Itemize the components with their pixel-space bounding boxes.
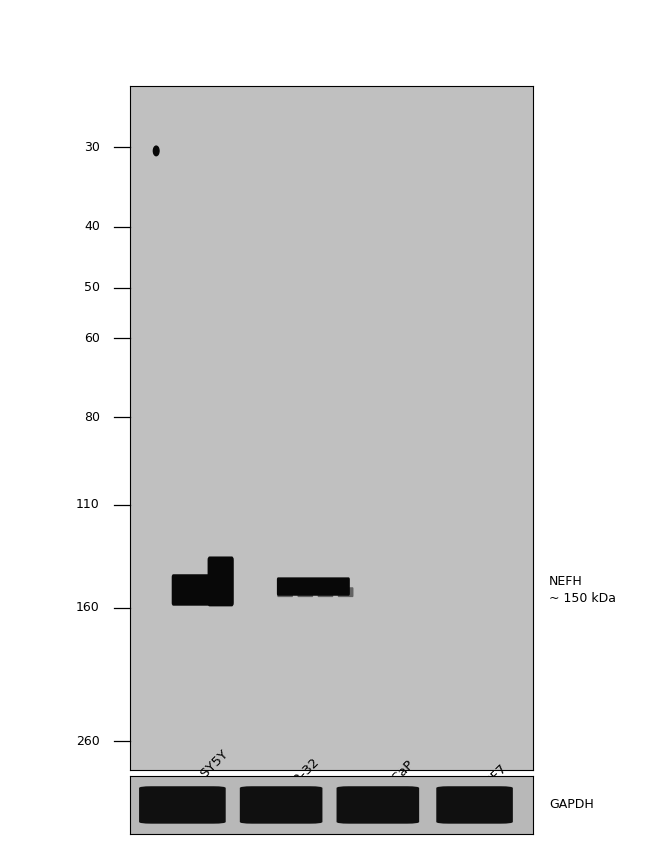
FancyBboxPatch shape: [338, 587, 354, 597]
Text: 260: 260: [76, 734, 100, 747]
Text: GAPDH: GAPDH: [549, 798, 594, 812]
FancyBboxPatch shape: [337, 786, 419, 824]
Text: 30: 30: [84, 141, 100, 154]
Text: 160: 160: [76, 601, 100, 614]
FancyBboxPatch shape: [207, 556, 234, 606]
Text: NEFH
~ 150 kDa: NEFH ~ 150 kDa: [549, 575, 616, 605]
FancyBboxPatch shape: [278, 587, 293, 597]
FancyBboxPatch shape: [298, 587, 313, 597]
Text: 80: 80: [84, 410, 100, 424]
FancyBboxPatch shape: [436, 786, 513, 824]
Text: LNCaP: LNCaP: [378, 757, 417, 796]
FancyBboxPatch shape: [318, 587, 333, 597]
FancyBboxPatch shape: [139, 786, 226, 824]
Text: 60: 60: [84, 332, 100, 345]
Text: 110: 110: [76, 498, 100, 511]
Text: MCF7: MCF7: [474, 761, 510, 796]
Text: IMR-32: IMR-32: [281, 754, 322, 796]
Circle shape: [153, 146, 159, 156]
Text: 40: 40: [84, 220, 100, 233]
FancyBboxPatch shape: [240, 786, 322, 824]
FancyBboxPatch shape: [277, 577, 350, 596]
Text: 50: 50: [84, 281, 100, 294]
Text: SH-SY5Y: SH-SY5Y: [183, 747, 231, 796]
FancyBboxPatch shape: [172, 574, 229, 605]
